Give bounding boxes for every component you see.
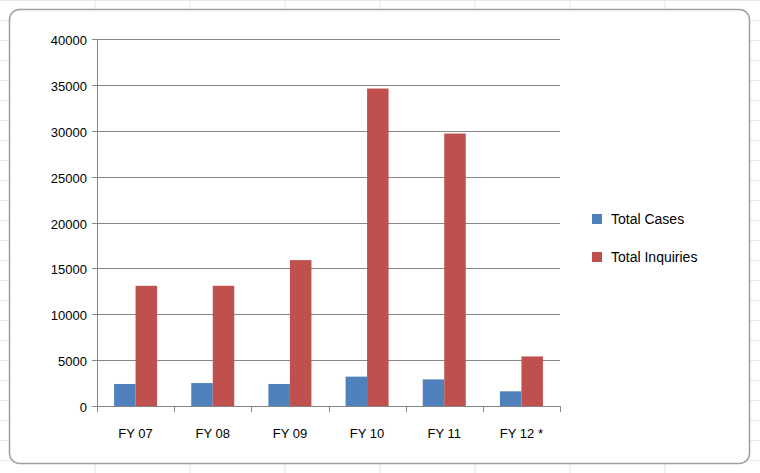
bar <box>290 260 312 406</box>
y-tick-label: 20000 <box>51 217 87 232</box>
bar <box>191 383 213 406</box>
legend-label: Total Cases <box>611 211 684 227</box>
grid-line <box>97 39 560 40</box>
x-tick <box>560 406 561 412</box>
y-axis <box>97 39 98 406</box>
x-axis <box>97 406 560 407</box>
grid-line <box>97 131 560 132</box>
grid-line <box>97 268 560 269</box>
y-tick <box>92 268 97 269</box>
y-tick <box>92 177 97 178</box>
y-tick <box>92 39 97 40</box>
y-tick-label: 10000 <box>51 308 87 323</box>
chart-svg: 0 5000 10000 15000 20000 25000 30000 35000 40000… <box>0 0 760 473</box>
y-tick <box>92 360 97 361</box>
x-tick <box>251 406 252 412</box>
grid-line <box>97 406 560 407</box>
x-tick-label: FY 07 <box>118 426 152 441</box>
axes: 0 5000 10000 15000 20000 25000 30000 35000 40000… <box>51 33 561 442</box>
bar <box>136 286 158 406</box>
y-tick-label: 25000 <box>51 171 87 186</box>
grid-line <box>97 314 560 315</box>
grid-line <box>97 223 560 224</box>
grid-line <box>97 177 560 178</box>
bars <box>114 89 543 406</box>
y-tick-label: 5000 <box>58 354 87 369</box>
x-tick-label: FY 09 <box>273 426 307 441</box>
y-tick-label: 15000 <box>51 262 87 277</box>
x-tick <box>174 406 175 412</box>
x-tick-label: FY 10 <box>350 426 384 441</box>
y-tick <box>92 406 97 407</box>
legend: Total Cases Total Inquiries <box>592 211 697 265</box>
y-tick <box>92 131 97 132</box>
y-tick <box>92 314 97 315</box>
sheet-background <box>0 0 760 473</box>
y-tick-label: 35000 <box>51 79 87 94</box>
grid-line <box>97 85 560 86</box>
legend-label: Total Inquiries <box>611 249 697 265</box>
bar <box>444 134 466 406</box>
y-tick <box>92 223 97 224</box>
x-tick-label: FY 12 * <box>500 426 543 441</box>
y-tick-label: 0 <box>80 400 87 415</box>
sheet-line <box>0 0 760 1</box>
x-tick <box>97 406 98 412</box>
bar <box>213 286 235 406</box>
chart-area <box>10 10 750 464</box>
bar <box>423 379 445 406</box>
grid-line <box>97 360 560 361</box>
x-tick-label: FY 11 <box>428 426 461 441</box>
bar <box>367 89 389 406</box>
y-tick <box>92 85 97 86</box>
bar <box>500 391 521 406</box>
bar <box>114 384 136 406</box>
grid <box>97 40 560 407</box>
y-tick-label: 40000 <box>51 33 87 48</box>
x-tick <box>329 406 330 412</box>
legend-swatch <box>592 252 602 262</box>
y-tick-label: 30000 <box>51 125 87 140</box>
bar <box>521 356 543 406</box>
bar <box>346 377 368 406</box>
x-tick <box>483 406 484 412</box>
legend-swatch <box>592 214 602 224</box>
x-tick <box>406 406 407 412</box>
x-tick-label: FY 08 <box>196 426 230 441</box>
chart-container: 0 5000 10000 15000 20000 25000 30000 35000 40000… <box>0 0 760 473</box>
bar <box>268 384 290 406</box>
